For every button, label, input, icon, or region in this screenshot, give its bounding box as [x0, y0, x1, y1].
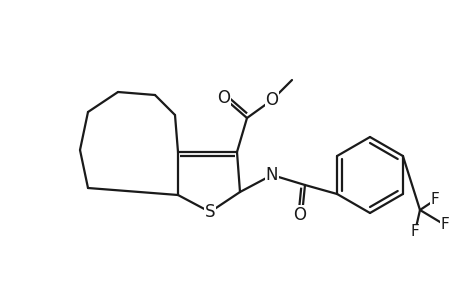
- Text: O: O: [265, 91, 278, 109]
- Text: F: F: [440, 218, 448, 232]
- Text: N: N: [265, 166, 278, 184]
- Text: O: O: [293, 206, 306, 224]
- Text: S: S: [204, 203, 215, 221]
- Text: O: O: [217, 89, 230, 107]
- Text: F: F: [410, 224, 419, 239]
- Text: F: F: [430, 193, 438, 208]
